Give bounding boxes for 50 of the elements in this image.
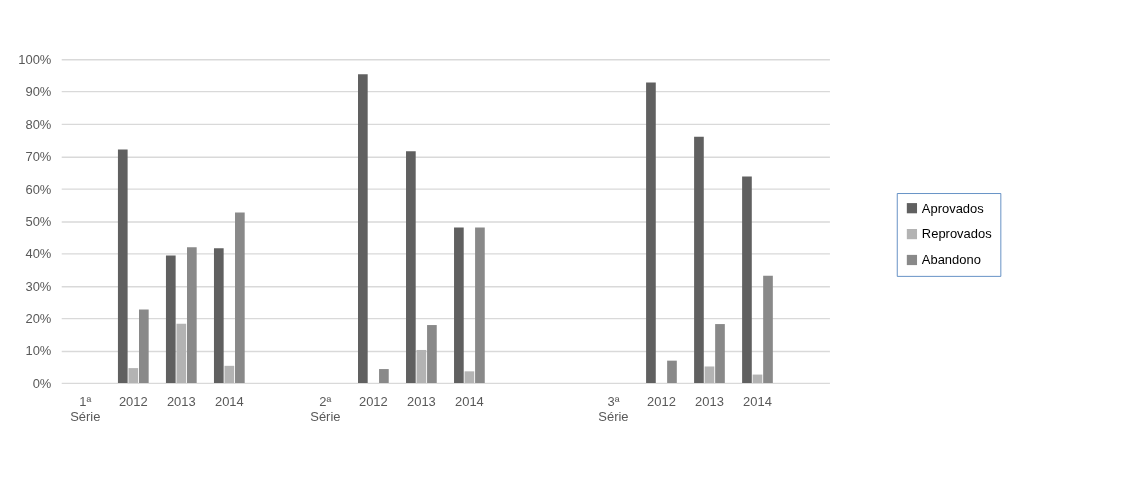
y-tick-label: 0% bbox=[32, 375, 52, 391]
bar bbox=[176, 323, 187, 383]
y-tick-label: 20% bbox=[25, 310, 52, 326]
bar bbox=[235, 212, 245, 383]
bar bbox=[138, 309, 149, 383]
x-tick-label: 2013 bbox=[166, 393, 196, 409]
y-tick-label: 50% bbox=[25, 213, 52, 229]
bar bbox=[427, 325, 437, 383]
bar bbox=[646, 82, 656, 383]
bar bbox=[464, 371, 475, 383]
y-tick-label: 90% bbox=[25, 84, 52, 100]
bar bbox=[475, 227, 485, 383]
bar bbox=[763, 275, 773, 383]
bar bbox=[667, 360, 677, 383]
bar bbox=[379, 369, 389, 383]
bar bbox=[742, 176, 752, 383]
x-tick-label: 2014 bbox=[214, 393, 244, 409]
x-tick-label: 2013 bbox=[406, 393, 436, 409]
bar bbox=[224, 365, 235, 383]
bar bbox=[187, 247, 197, 383]
bar bbox=[416, 349, 427, 383]
x-tick-label: 2014 bbox=[743, 393, 772, 409]
legend-label: Reprovados bbox=[921, 226, 992, 242]
x-tick-label: 2012 bbox=[118, 393, 148, 409]
y-tick-label: 80% bbox=[25, 116, 52, 132]
x-tick-label: 2ª Série bbox=[310, 393, 341, 424]
bar bbox=[165, 255, 176, 383]
y-tick-label: 10% bbox=[25, 343, 52, 359]
x-tick-label: 2013 bbox=[695, 393, 724, 409]
legend-label: Aprovados bbox=[921, 200, 984, 216]
y-tick-label: 100% bbox=[18, 52, 52, 68]
bar bbox=[358, 74, 368, 383]
bar bbox=[715, 324, 725, 383]
bar bbox=[117, 149, 128, 383]
bar bbox=[128, 368, 139, 383]
bar bbox=[704, 366, 715, 383]
legend-label: Abandono bbox=[921, 252, 981, 268]
x-tick-label: 2012 bbox=[647, 393, 676, 409]
x-tick-label: 2012 bbox=[358, 393, 388, 409]
y-tick-label: 60% bbox=[25, 181, 52, 197]
x-tick-label: 2014 bbox=[455, 393, 484, 409]
bar bbox=[406, 151, 416, 383]
y-tick-label: 30% bbox=[25, 278, 52, 294]
y-tick-label: 40% bbox=[25, 246, 52, 262]
x-tick-label: 1ª Série bbox=[70, 393, 101, 424]
bar bbox=[454, 227, 464, 383]
bar bbox=[213, 248, 224, 383]
y-tick-label: 70% bbox=[25, 149, 52, 165]
x-tick-label: 3ª Série bbox=[598, 393, 629, 424]
bar bbox=[694, 136, 704, 383]
